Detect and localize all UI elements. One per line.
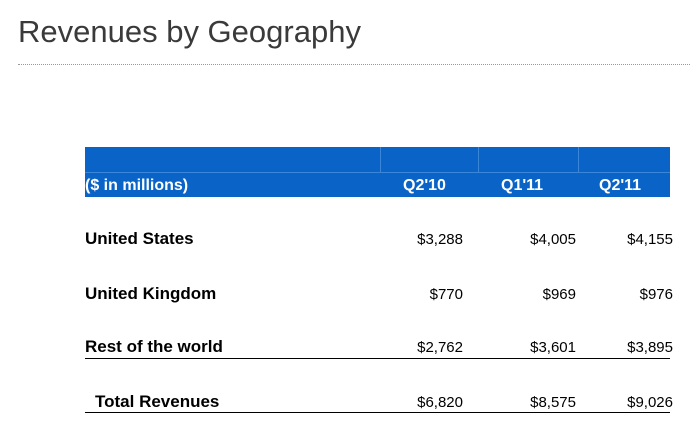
cell: $4,005 [530,231,576,248]
cell: $969 [542,286,576,303]
underline [85,358,670,359]
divider [18,64,690,65]
cell: $6,820 [417,394,463,411]
cell: $3,895 [627,339,673,356]
row-label: Rest of the world [85,337,223,356]
cell: $3,601 [530,339,576,356]
cell: $4,155 [627,231,673,248]
cell: $9,026 [627,394,673,411]
divider [380,147,381,172]
divider [85,172,670,173]
row-label: United Kingdom [85,284,217,303]
row-label: Total Revenues [95,392,220,411]
column-header: Q1'11 [501,177,544,194]
table-header: ($ in millions) Q2'10 Q1'11 Q2'11 [85,147,670,197]
column-header: Q2'11 [599,177,642,194]
divider [578,147,579,172]
cell: $770 [429,286,463,303]
column-header: Q2'10 [403,177,446,194]
cell: $8,575 [530,394,576,411]
divider [478,147,479,172]
row-label: United States [85,229,194,248]
title: Revenues by Geography [18,14,361,49]
column-header: ($ in millions) [85,177,189,194]
underline [85,412,670,413]
cell: $3,288 [417,231,463,248]
cell: $2,762 [417,339,463,356]
cell: $976 [639,286,673,303]
